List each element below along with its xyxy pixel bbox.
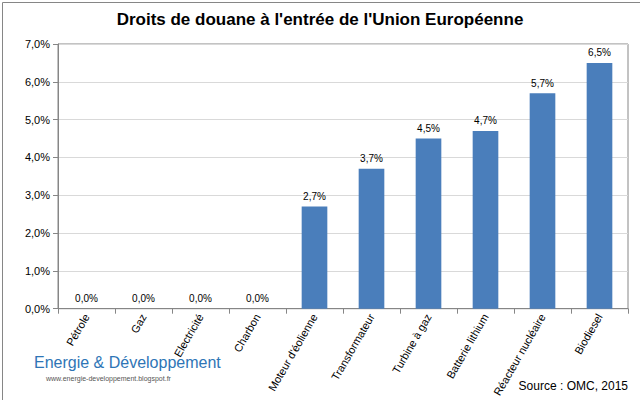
svg-text:0,0%: 0,0% [246, 293, 269, 304]
svg-text:Batterie lithium: Batterie lithium [444, 312, 491, 381]
svg-text:5,0%: 5,0% [25, 114, 50, 126]
svg-text:0,0%: 0,0% [189, 293, 212, 304]
svg-text:Pétrole: Pétrole [64, 312, 92, 348]
svg-text:Droits de douane à l'entrée de: Droits de douane à l'entrée de l'Union E… [117, 10, 524, 29]
svg-text:6,5%: 6,5% [588, 47, 611, 58]
svg-text:Electricité: Electricité [171, 312, 205, 359]
svg-text:Gaz: Gaz [128, 312, 148, 335]
svg-text:3,7%: 3,7% [360, 153, 383, 164]
svg-text:Charbon: Charbon [231, 312, 262, 354]
svg-text:5,7%: 5,7% [531, 78, 554, 89]
svg-text:0,0%: 0,0% [132, 293, 155, 304]
svg-text:3,0%: 3,0% [25, 189, 50, 201]
svg-text:www.energie-developpement.blog: www.energie-developpement.blogspot.fr [45, 375, 172, 383]
svg-text:Moteur d'éolienne: Moteur d'éolienne [266, 312, 320, 393]
svg-text:1,0%: 1,0% [25, 265, 50, 277]
svg-text:0,0%: 0,0% [25, 303, 50, 315]
svg-text:4,5%: 4,5% [417, 123, 440, 134]
svg-text:4,0%: 4,0% [25, 151, 50, 163]
svg-text:Biodiesel: Biodiesel [572, 312, 605, 357]
svg-text:6,0%: 6,0% [25, 76, 50, 88]
svg-text:Réacteur nucléaire: Réacteur nucléaire [491, 312, 547, 398]
svg-text:Turbine à gaz: Turbine à gaz [390, 312, 434, 376]
svg-text:2,7%: 2,7% [303, 191, 326, 202]
svg-text:2,0%: 2,0% [25, 227, 50, 239]
svg-text:Energie & Développement: Energie & Développement [34, 354, 221, 371]
svg-text:Transformateur: Transformateur [329, 311, 377, 382]
svg-text:4,7%: 4,7% [474, 115, 497, 126]
svg-text:0,0%: 0,0% [75, 293, 98, 304]
svg-text:7,0%: 7,0% [25, 38, 50, 50]
svg-text:Source : OMC, 2015: Source : OMC, 2015 [519, 379, 629, 393]
